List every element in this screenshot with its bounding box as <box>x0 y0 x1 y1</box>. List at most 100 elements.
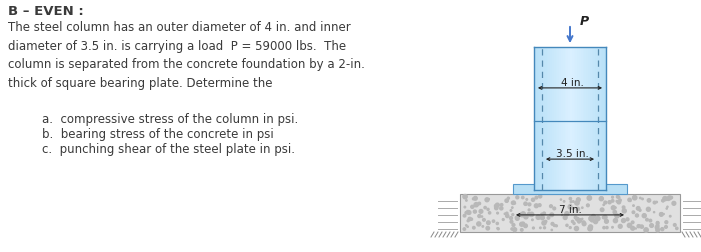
Bar <box>513 184 627 194</box>
Bar <box>538 48 539 190</box>
Circle shape <box>543 212 545 215</box>
Circle shape <box>676 227 678 230</box>
Circle shape <box>662 201 664 202</box>
Circle shape <box>478 202 481 205</box>
Circle shape <box>482 219 485 221</box>
Circle shape <box>535 197 538 199</box>
Circle shape <box>617 201 620 204</box>
Circle shape <box>622 219 625 223</box>
Circle shape <box>463 214 466 217</box>
Circle shape <box>526 199 528 200</box>
Circle shape <box>639 225 641 228</box>
Text: b.  bearing stress of the concrete in psi: b. bearing stress of the concrete in psi <box>42 128 274 140</box>
Bar <box>597 48 599 190</box>
Circle shape <box>653 201 656 204</box>
Circle shape <box>615 214 619 218</box>
Circle shape <box>524 224 527 228</box>
Bar <box>541 48 543 190</box>
Circle shape <box>512 214 514 216</box>
Circle shape <box>524 215 528 219</box>
Circle shape <box>662 200 664 202</box>
Circle shape <box>503 219 504 220</box>
Circle shape <box>472 227 475 229</box>
Circle shape <box>489 212 491 214</box>
Circle shape <box>538 195 542 198</box>
Circle shape <box>589 225 592 229</box>
Circle shape <box>510 210 512 211</box>
Circle shape <box>592 215 595 218</box>
Circle shape <box>482 226 484 227</box>
Circle shape <box>632 211 634 214</box>
Text: P: P <box>580 14 589 27</box>
Bar <box>576 48 577 190</box>
Bar <box>573 48 576 190</box>
Circle shape <box>583 222 586 226</box>
Circle shape <box>515 217 517 218</box>
Circle shape <box>466 211 470 214</box>
Circle shape <box>622 206 625 209</box>
Circle shape <box>582 221 585 224</box>
Circle shape <box>569 205 571 207</box>
Bar <box>564 48 566 190</box>
Circle shape <box>619 199 621 202</box>
Circle shape <box>637 225 640 228</box>
Circle shape <box>644 228 648 232</box>
Bar <box>590 48 592 190</box>
Circle shape <box>604 216 607 219</box>
Bar <box>604 48 606 190</box>
Circle shape <box>618 197 620 198</box>
Circle shape <box>479 210 483 213</box>
Circle shape <box>536 215 540 219</box>
Circle shape <box>497 228 499 230</box>
Circle shape <box>467 226 468 228</box>
Bar <box>556 48 557 190</box>
Circle shape <box>642 214 646 218</box>
Circle shape <box>578 221 580 223</box>
Circle shape <box>575 201 579 205</box>
Circle shape <box>667 199 669 201</box>
Bar <box>586 48 588 190</box>
Circle shape <box>603 227 605 229</box>
Bar <box>566 48 569 190</box>
Circle shape <box>602 216 605 219</box>
Circle shape <box>590 219 594 222</box>
Circle shape <box>587 204 590 207</box>
Bar <box>601 48 602 190</box>
Bar <box>547 48 548 190</box>
Circle shape <box>534 204 538 208</box>
Circle shape <box>520 213 524 217</box>
Circle shape <box>656 222 659 224</box>
Circle shape <box>649 219 652 222</box>
Bar <box>572 48 573 190</box>
Circle shape <box>528 203 531 206</box>
Text: 7 in.: 7 in. <box>559 204 581 214</box>
Circle shape <box>521 212 525 216</box>
Circle shape <box>504 213 505 215</box>
Circle shape <box>545 220 547 223</box>
Circle shape <box>578 219 582 222</box>
Circle shape <box>514 203 515 204</box>
Circle shape <box>628 198 631 202</box>
Circle shape <box>665 221 668 224</box>
Circle shape <box>618 225 622 228</box>
Circle shape <box>478 215 481 218</box>
Circle shape <box>569 198 571 200</box>
Circle shape <box>550 213 554 217</box>
Circle shape <box>632 196 637 200</box>
Circle shape <box>604 201 607 204</box>
Circle shape <box>667 206 668 208</box>
Bar <box>595 48 597 190</box>
Circle shape <box>467 211 471 214</box>
Circle shape <box>637 207 640 210</box>
Circle shape <box>570 201 572 203</box>
Circle shape <box>613 219 618 223</box>
Circle shape <box>528 209 530 211</box>
Circle shape <box>599 197 604 201</box>
Circle shape <box>656 228 660 232</box>
Circle shape <box>670 197 672 199</box>
Bar <box>539 48 541 190</box>
Circle shape <box>634 198 635 199</box>
Circle shape <box>497 212 498 214</box>
Circle shape <box>508 197 510 199</box>
Circle shape <box>563 216 567 219</box>
